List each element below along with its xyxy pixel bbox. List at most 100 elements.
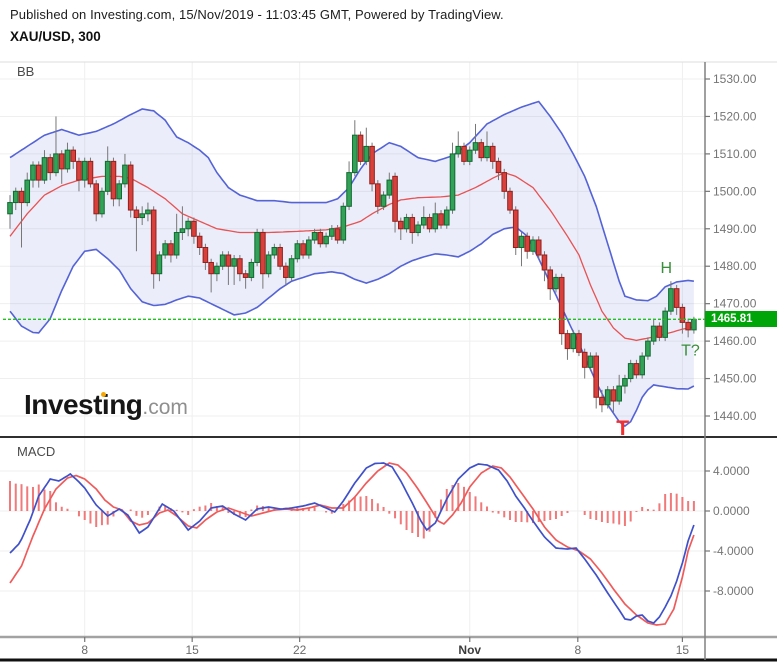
candle-body [7, 202, 13, 215]
candle-body [185, 220, 191, 230]
investing-logo-suffix: .com [142, 396, 188, 419]
macd-histogram-bar [646, 509, 649, 511]
macd-histogram-bar [399, 511, 402, 525]
candle-body [627, 363, 634, 380]
candle-body [524, 235, 531, 252]
macd-histogram-bar [49, 491, 52, 511]
macd-histogram-bar [635, 511, 638, 512]
price-tick-label: 1530.00 [713, 72, 757, 86]
macd-histogram-bar [595, 511, 598, 520]
macd-histogram-bar [359, 496, 362, 511]
candle-body [662, 310, 668, 338]
candle-body [593, 355, 599, 398]
candle-body [162, 243, 168, 256]
candle-body [329, 228, 335, 237]
candle-body [375, 183, 381, 207]
candle-body [64, 149, 71, 170]
marker-T[interactable]: T [616, 417, 629, 440]
candle-body [484, 145, 490, 159]
macd-histogram-bar [238, 511, 241, 516]
macd-histogram-bar [204, 505, 207, 511]
candle-body [340, 205, 347, 241]
candle-body [455, 145, 462, 155]
candle-body [288, 258, 295, 278]
candle-body [386, 179, 393, 196]
macd-histogram-bar [658, 503, 661, 511]
candle-body [650, 325, 657, 342]
bollinger-upper-line [9, 100, 695, 302]
macd-histogram-bar [141, 511, 144, 518]
candle-body [369, 145, 375, 185]
candle-body [300, 243, 306, 256]
candle-body [254, 232, 260, 263]
candle-body [168, 243, 174, 256]
macd-histogram-bar [394, 511, 397, 519]
candle-body [622, 378, 628, 387]
candle-body [156, 254, 163, 275]
macd-histogram-bar [14, 483, 17, 511]
candle-body [248, 261, 255, 278]
candle-body [237, 258, 243, 275]
time-axis-label: 15 [186, 643, 200, 657]
candle-body [409, 217, 416, 234]
macd-histogram-bar [175, 509, 178, 511]
candle-body [81, 160, 88, 181]
candle-body [93, 183, 100, 215]
candle-body [30, 164, 36, 181]
macd-histogram-bar [411, 511, 414, 533]
candle-body [35, 164, 42, 181]
macd-histogram-bar [629, 511, 632, 522]
candle-body [47, 157, 54, 174]
macd-histogram-bar [250, 509, 253, 511]
macd-histogram-bar [606, 511, 609, 523]
macd-histogram-bar [687, 501, 690, 511]
candle-body [438, 213, 444, 226]
candle-body [24, 179, 31, 204]
macd-histogram-bar [468, 492, 471, 511]
candle-body [242, 273, 249, 278]
candle-body [553, 276, 559, 290]
macd-histogram-bar [348, 500, 351, 511]
macd-histogram-bar [543, 511, 546, 521]
macd-histogram-bar [112, 511, 115, 517]
candle-body [472, 142, 479, 151]
macd-histogram-bar [95, 511, 98, 527]
macd-histogram-bar [618, 511, 621, 525]
candle-body [656, 325, 663, 338]
candle-body [173, 232, 180, 256]
candle-body [12, 190, 19, 204]
bollinger-fill [10, 101, 694, 427]
candle-body [219, 254, 226, 267]
macd-histogram-bar [198, 506, 201, 511]
macd-histogram-bar [100, 511, 103, 526]
marker-Tq[interactable]: T? [681, 342, 700, 359]
macd-histogram-bar [451, 485, 454, 511]
candle-body [122, 164, 128, 185]
candle-body [432, 213, 439, 230]
marker-H[interactable]: H [661, 260, 673, 277]
macd-histogram-bar [267, 506, 270, 511]
macd-histogram-bar [669, 493, 672, 511]
macd-histogram-bar [325, 511, 328, 513]
candle-body [679, 306, 686, 323]
macd-histogram-bar [210, 503, 213, 511]
macd-histogram-bar [623, 511, 626, 526]
macd-histogram-bar [60, 506, 63, 511]
candle-body [283, 265, 289, 278]
candle-body [41, 157, 48, 181]
macd-histogram-bar [376, 503, 379, 511]
macd-tick-label: -4.0000 [713, 544, 754, 558]
candle-body [191, 220, 197, 237]
macd-axis[interactable]: 4.0000 0.0000 -4.0000 -8.0000 [705, 464, 754, 598]
time-axis-label: 8 [81, 643, 88, 657]
candle-body [133, 209, 140, 219]
price-axis[interactable]: 1530.00 1520.00 1510.00 1500.00 1490.00 1480.… [705, 72, 757, 423]
candle-body [518, 235, 525, 248]
candle-body [139, 213, 145, 219]
time-axis[interactable]: 8 15 22 Nov 8 15 [81, 637, 689, 657]
candle-body [420, 217, 427, 226]
macd-histogram-bar [405, 511, 408, 530]
macd-histogram-bar [187, 511, 190, 515]
macd-histogram-bar [31, 487, 34, 511]
